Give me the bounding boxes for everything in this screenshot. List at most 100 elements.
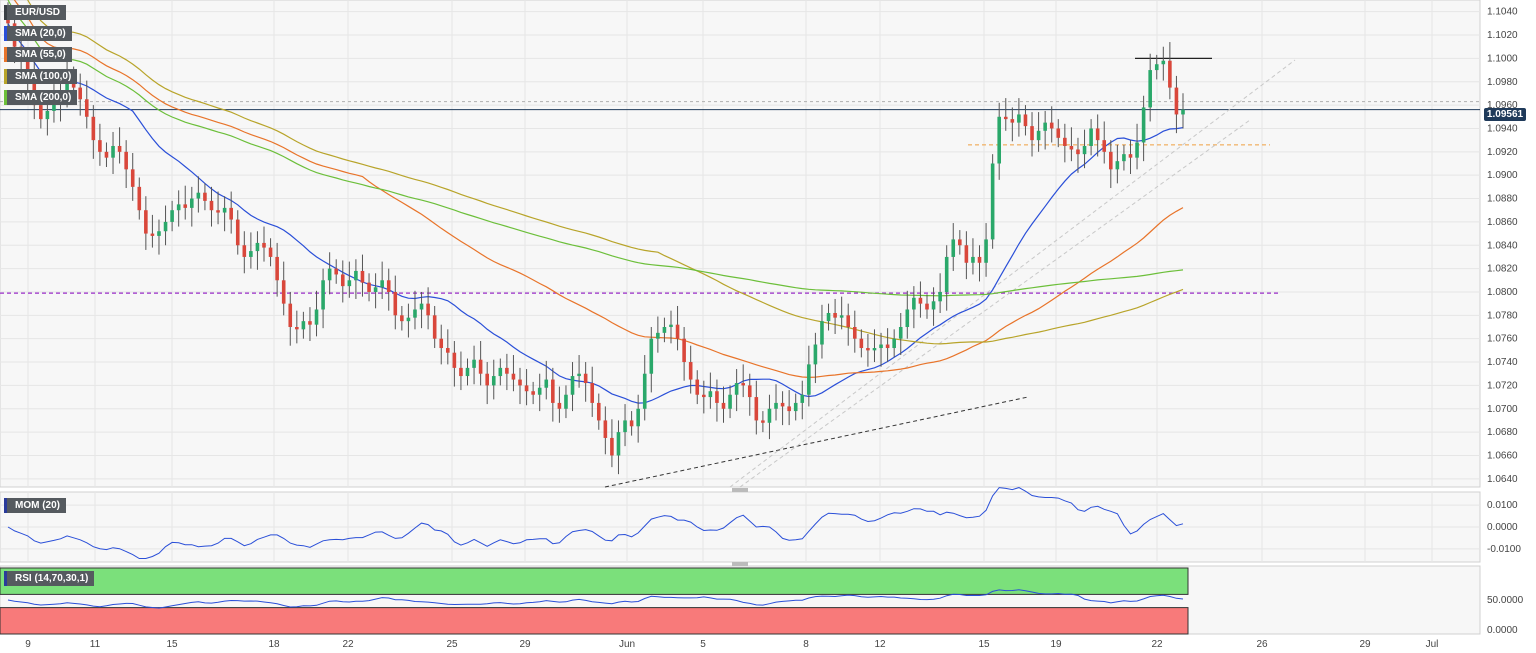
price-tick-label: 1.0780	[1487, 310, 1518, 321]
candle-body	[866, 348, 870, 351]
candle-body	[879, 344, 883, 349]
candle-body	[472, 359, 476, 368]
candle-body	[642, 373, 647, 409]
candle-body	[1010, 119, 1015, 123]
candle-body	[45, 110, 50, 120]
rsi-tick-label: 50.0000	[1487, 595, 1524, 606]
candle-body	[1003, 116, 1008, 120]
candle-body	[216, 210, 220, 213]
channel-upper	[729, 59, 1296, 488]
candle-body	[596, 402, 601, 421]
candle-body	[439, 338, 444, 349]
candle-body	[380, 280, 384, 288]
candle-body	[1082, 145, 1087, 155]
candle-body	[1036, 130, 1041, 141]
candle-body	[288, 303, 293, 328]
candle-body	[1069, 145, 1074, 150]
candle-body	[1174, 87, 1179, 115]
legend-sma-100[interactable]: SMA (100,0)	[4, 69, 78, 84]
candle-body	[386, 280, 391, 292]
candle-body	[1168, 60, 1172, 88]
candle-body	[1108, 151, 1113, 170]
legend-sma-55[interactable]: SMA (55,0)	[4, 47, 72, 62]
candle-body	[925, 303, 929, 310]
candle-body	[813, 344, 818, 365]
rsi-label: RSI (14,70,30,1)	[4, 571, 95, 586]
level-lines	[0, 57, 1480, 294]
sma-line-1	[13, 0, 1184, 379]
candle-body	[997, 116, 1002, 164]
candle-body	[1023, 114, 1028, 127]
sma-line-3	[7, 0, 1184, 297]
time-tick-label: Jul	[1426, 639, 1439, 650]
price-tick-label: 1.0940	[1487, 123, 1518, 134]
candle-body	[163, 221, 168, 232]
candle-body	[413, 309, 417, 318]
candle-body	[124, 151, 128, 170]
candle-body	[603, 420, 608, 438]
candle-body	[222, 207, 227, 213]
candle-body	[340, 274, 345, 287]
candle-body	[846, 315, 851, 328]
candle-body	[892, 338, 896, 349]
candle-body	[583, 373, 588, 384]
candle-body	[406, 317, 411, 322]
candle-body	[367, 282, 371, 292]
time-tick-label: Jun	[619, 639, 635, 650]
candle-body	[537, 387, 542, 395]
candle-body	[157, 231, 161, 236]
time-tick-label: 12	[874, 639, 886, 650]
legend-sma-20[interactable]: SMA (20,0)	[4, 26, 72, 41]
rsi-oversold-zone	[0, 607, 1189, 635]
sma-line-2	[26, 0, 1184, 345]
candle-body	[321, 280, 325, 310]
legend-sma-200[interactable]: SMA (200,0)	[4, 90, 78, 105]
candle-body	[275, 256, 279, 281]
candle-body	[498, 367, 503, 377]
price-tick-label: 1.0640	[1487, 474, 1518, 485]
candle-body	[347, 280, 352, 287]
candle-body	[327, 268, 332, 281]
candle-body	[774, 402, 778, 409]
trendline-support	[604, 396, 1029, 488]
candle-body	[958, 239, 962, 246]
price-tick-label: 1.0840	[1487, 240, 1518, 251]
candle-body	[1181, 109, 1185, 115]
candle-body	[170, 210, 174, 222]
price-axis: 1.1040 1.1020 1.1000 1.0980 1.0960 1.0940 1.09…	[1487, 7, 1518, 485]
candle-body	[931, 301, 936, 310]
candle-body	[859, 338, 864, 349]
candle-body	[176, 204, 181, 211]
candle-body	[1063, 137, 1067, 146]
candle-body	[400, 315, 404, 322]
candle-body	[446, 348, 450, 353]
candle-body	[137, 186, 142, 211]
candle-body	[839, 315, 844, 318]
candle-body	[682, 338, 686, 363]
price-tick-label: 1.0860	[1487, 217, 1518, 228]
time-tick-label: 11	[90, 639, 101, 650]
time-tick-label: 15	[166, 639, 178, 650]
candle-body	[898, 327, 903, 339]
candle-body	[1043, 122, 1047, 131]
time-tick-label: 19	[1050, 639, 1062, 650]
candle-body	[990, 163, 995, 240]
candle-body	[616, 432, 621, 456]
candle-body	[912, 297, 916, 310]
panel-splitter	[732, 488, 748, 492]
candle-body	[249, 251, 253, 257]
candle-body	[104, 151, 109, 158]
price-tick-label: 1.0900	[1487, 170, 1518, 181]
candle-body	[229, 207, 233, 220]
candle-body	[426, 303, 430, 316]
candle-body	[301, 321, 306, 330]
candle-body	[1017, 114, 1021, 123]
candle-body	[432, 315, 437, 339]
candle-body	[334, 268, 339, 275]
candle-body	[84, 99, 89, 117]
candle-body	[669, 324, 673, 328]
candle-body	[649, 338, 654, 374]
candle-body	[1089, 128, 1093, 146]
candle-body	[590, 383, 595, 403]
